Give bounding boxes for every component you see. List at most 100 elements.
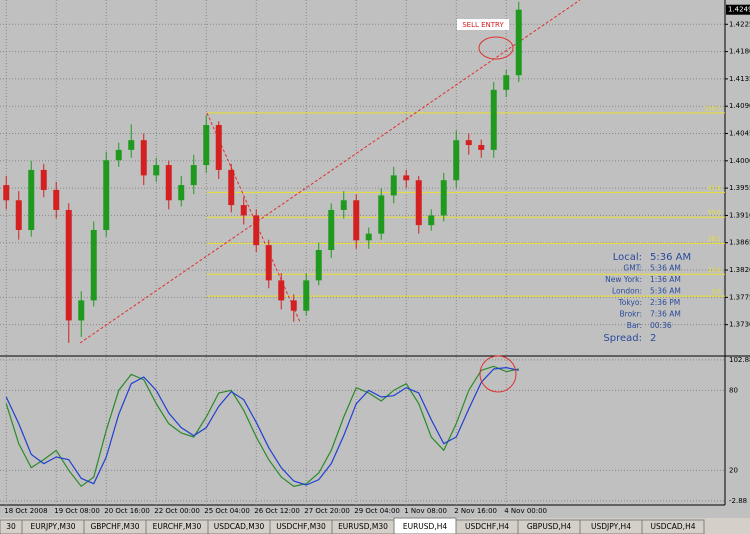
tab-label[interactable]: 30 [6,522,16,531]
fib-label: 100.0 [704,105,721,112]
tab-label[interactable]: GBPUSD,H4 [527,522,572,531]
tab-label[interactable]: EURUSD,M30 [338,522,388,531]
tab-label[interactable]: USDCHF,H4 [465,522,509,531]
y-tick-label: 1.3955 [729,184,750,192]
y-tick-label: 1.4225 [729,20,750,28]
x-tick-label: 25 Oct 04:00 [204,507,250,515]
current-price-label: 1.4249 [728,6,750,14]
fibonacci: 100.0 61.8 50.0 38.2 23.6 0.0 [207,105,725,297]
candle-body [190,165,197,186]
x-tick-label: 2 Nov 16:00 [454,507,497,515]
y-tick-label: 1.4000 [729,157,750,165]
x-tick-label: 26 Oct 12:00 [254,507,300,515]
candle-body [65,209,72,321]
annotation: SELL ENTRY [462,21,504,29]
candle-body [278,280,285,301]
candle-body [128,140,135,150]
tab-label[interactable]: USDJPY,H4 [591,522,631,531]
candle-body [3,185,10,201]
candle-body [253,215,260,246]
info-value: 5:36 AM [650,264,681,273]
info-label: Bar: [627,321,642,330]
fib-label: 23.6 [708,267,722,274]
highlight-circle [479,355,517,393]
candle-body [428,215,435,226]
candle-body [365,233,372,241]
candles [3,1,522,343]
tab-label[interactable]: GBPCHF,M30 [90,522,139,531]
tab-label[interactable]: EURCHF,M30 [153,522,202,531]
info-label: Spread: [603,333,642,344]
candle-body [215,125,222,170]
candle-body [315,250,322,281]
y-tick-label: 1.3865 [729,239,750,247]
info-value: 00:36 [650,321,672,330]
candle-body [90,229,97,301]
candle-body [153,165,160,176]
x-tick-label: 4 Nov 00:00 [504,507,547,515]
candle-body [403,175,410,181]
candle-body [303,280,310,311]
candle-body [53,189,60,210]
candle-body [328,209,335,251]
x-tick-label: 27 Oct 20:00 [304,507,350,515]
oscillator-line [5,365,519,488]
y-tick-label: 102.88 [729,356,750,364]
info-label: Local: [613,252,642,263]
candle-body [228,169,235,206]
y-tick-label: 1.4090 [729,102,750,110]
candle-body [203,125,210,166]
candle-body [515,9,522,76]
candle-body [103,160,110,230]
tab-label[interactable]: USDCAD,M30 [214,522,265,531]
info-value: 2:36 PM [650,298,680,307]
highlight-circle [478,36,514,60]
annotation-box [457,19,509,30]
fib-label: 61.8 [708,185,722,192]
y-tick-label: -2.88 [729,497,747,505]
candle-body [265,245,272,281]
fib-baseline [206,112,301,323]
oscillator [0,359,725,502]
tab-label[interactable]: EURUSD,H4 [403,522,447,531]
candle-body [15,200,22,230]
candle-body [165,165,172,201]
y-tick-label: 1.4180 [729,48,750,56]
candle-body [503,75,510,90]
candle-body [178,185,185,201]
tab[interactable] [641,519,705,534]
candle-body [40,169,47,190]
tab-label[interactable]: EURJPY,M30 [31,522,76,531]
x-tick-label: 22 Oct 00:00 [154,507,200,515]
info-value: 5:36 AM [650,252,691,263]
info-label: GMT: [623,264,642,273]
grid [0,0,728,505]
info-value: 7:36 AM [650,310,681,319]
info-label: Tokyo: [617,298,642,307]
info-label: London: [612,287,642,296]
candle-body [340,200,347,210]
info-label: Brokr: [620,310,642,319]
tab-label[interactable]: USDCAD,H4 [651,522,696,531]
candle-body [140,140,147,176]
y-tick-label: 80 [729,386,738,394]
x-tick-label: 18 Oct 2008 [4,507,47,515]
candle-body [415,180,422,226]
y-tick-label: 20 [729,466,738,474]
candle-body [353,200,360,241]
x-tick-label: 20 Oct 16:00 [104,507,150,515]
candle-body [390,175,397,196]
current-price-box [726,4,750,15]
info-label: New York: [605,275,642,284]
y-tick-label: 1.3730 [729,321,750,329]
x-tick-label: 29 Oct 04:00 [354,507,400,515]
candle-body [453,140,460,181]
candle-body [115,149,122,161]
tabs: 30 EURJPY,M30 GBPCHF,M30 EURCHF,M30 USDCAD,M… [0,517,705,534]
candle-body [465,140,472,146]
fib-label: 0.0 [711,289,721,296]
tab-label[interactable]: USDCHF,M30 [276,522,326,531]
y-tick-label: 1.3775 [729,293,750,301]
